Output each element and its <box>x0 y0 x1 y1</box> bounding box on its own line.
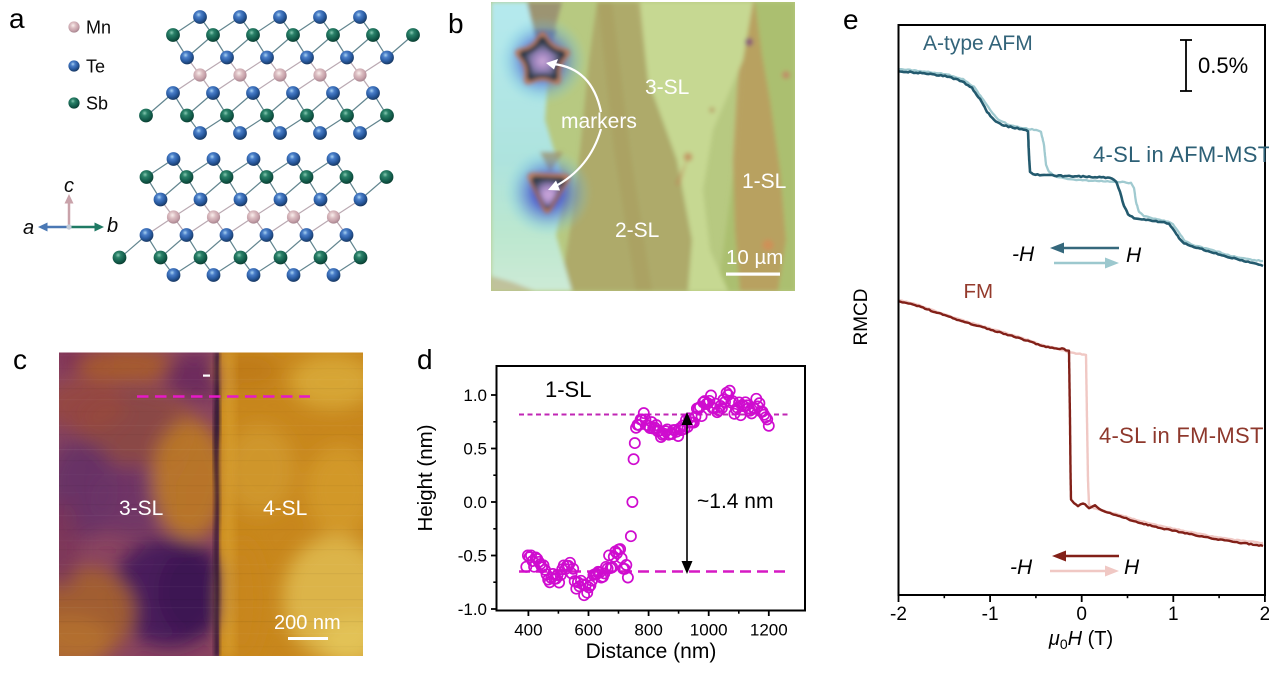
svg-text:400: 400 <box>514 621 542 640</box>
svg-text:FM: FM <box>964 280 994 303</box>
svg-text:a: a <box>9 3 25 34</box>
svg-text:RMCD: RMCD <box>851 289 872 346</box>
svg-text:e: e <box>843 4 859 35</box>
svg-text:2: 2 <box>1260 604 1269 625</box>
svg-text:b: b <box>448 8 464 39</box>
svg-text:μ0H (T): μ0H (T) <box>1048 628 1113 652</box>
svg-text:1-SL: 1-SL <box>545 377 591 402</box>
svg-text:1.0: 1.0 <box>463 386 487 405</box>
svg-text:4-SL in FM-MST: 4-SL in FM-MST <box>1099 423 1264 448</box>
svg-text:-1.0: -1.0 <box>458 600 487 619</box>
svg-text:-H: -H <box>1010 556 1033 579</box>
svg-text:1000: 1000 <box>690 621 728 640</box>
svg-text:-0.5: -0.5 <box>458 547 487 566</box>
svg-text:3-SL: 3-SL <box>119 497 163 520</box>
svg-text:4-SL: 4-SL <box>263 497 307 520</box>
svg-text:1: 1 <box>1168 604 1179 625</box>
svg-text:0.0: 0.0 <box>463 493 487 512</box>
svg-text:1-SL: 1-SL <box>742 170 786 193</box>
svg-text:Sb: Sb <box>86 93 108 113</box>
svg-text:3-SL: 3-SL <box>645 76 689 99</box>
svg-text:a: a <box>23 217 34 239</box>
svg-text:800: 800 <box>634 621 662 640</box>
svg-text:200 nm: 200 nm <box>274 612 341 634</box>
svg-text:markers: markers <box>561 110 637 133</box>
svg-text:H: H <box>1124 556 1140 579</box>
svg-text:c: c <box>64 175 74 197</box>
svg-text:Te: Te <box>86 56 105 76</box>
svg-text:0.5: 0.5 <box>463 440 487 459</box>
svg-text:A-type AFM: A-type AFM <box>923 32 1033 55</box>
svg-text:0.5%: 0.5% <box>1198 53 1248 78</box>
svg-text:d: d <box>417 344 433 375</box>
svg-text:10 µm: 10 µm <box>726 246 783 269</box>
svg-text:b: b <box>107 215 118 237</box>
svg-text:H: H <box>1126 244 1142 267</box>
svg-text:0: 0 <box>1076 604 1087 625</box>
svg-text:600: 600 <box>574 621 602 640</box>
svg-text:-H: -H <box>1012 243 1035 266</box>
svg-text:Height (nm): Height (nm) <box>414 424 437 531</box>
svg-text:c: c <box>13 344 27 375</box>
svg-text:2-SL: 2-SL <box>615 219 659 242</box>
svg-text:~1.4 nm: ~1.4 nm <box>697 490 773 513</box>
svg-text:Distance (nm): Distance (nm) <box>586 640 717 663</box>
svg-text:4-SL in AFM-MST: 4-SL in AFM-MST <box>1093 142 1269 167</box>
svg-text:Mn: Mn <box>86 17 111 37</box>
svg-text:-1: -1 <box>982 604 999 625</box>
svg-text:1200: 1200 <box>750 621 788 640</box>
svg-text:-2: -2 <box>890 604 907 625</box>
